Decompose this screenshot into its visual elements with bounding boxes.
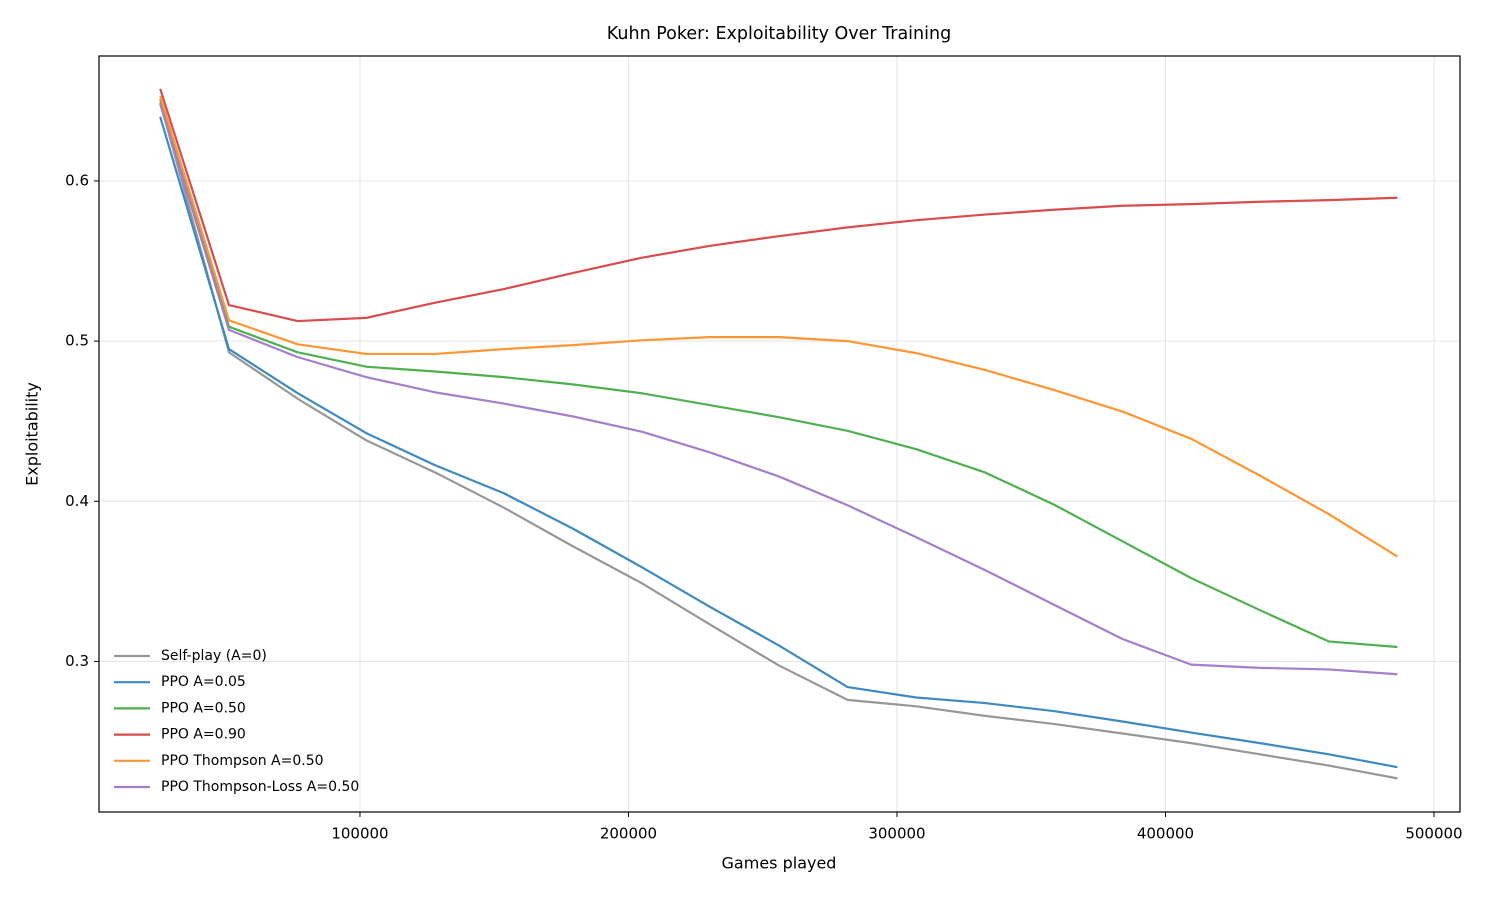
legend-label: PPO A=0.90 bbox=[161, 727, 246, 743]
x-tick-label: 200000 bbox=[600, 825, 657, 843]
y-tick-label: 0.6 bbox=[65, 171, 89, 189]
legend-label: PPO Thompson-Loss A=0.50 bbox=[161, 779, 359, 795]
line-series bbox=[159, 102, 1398, 780]
y-tick-label: 0.5 bbox=[65, 332, 89, 350]
y-tick-label: 0.4 bbox=[65, 492, 89, 510]
line-series bbox=[159, 116, 1398, 769]
line-series bbox=[159, 103, 1398, 676]
chart-title: Kuhn Poker: Exploitability Over Training bbox=[607, 24, 951, 44]
line-series bbox=[159, 88, 1398, 323]
legend-label: PPO A=0.50 bbox=[161, 700, 246, 716]
x-axis-label: Games played bbox=[722, 854, 837, 873]
x-tick-label: 500000 bbox=[1405, 825, 1462, 843]
x-tick-label: 100000 bbox=[331, 825, 388, 843]
x-tick-label: 400000 bbox=[1137, 825, 1194, 843]
line-series bbox=[159, 95, 1399, 558]
legend-label: PPO Thompson A=0.50 bbox=[161, 753, 324, 769]
legend-label: Self-play (A=0) bbox=[161, 648, 267, 664]
x-tick-label: 300000 bbox=[868, 825, 925, 843]
legend-label: PPO A=0.05 bbox=[161, 674, 246, 690]
line-series bbox=[159, 98, 1398, 649]
plot-frame bbox=[98, 55, 1461, 813]
y-axis-label: Exploitability bbox=[23, 382, 42, 486]
y-tick-label: 0.3 bbox=[65, 652, 89, 670]
